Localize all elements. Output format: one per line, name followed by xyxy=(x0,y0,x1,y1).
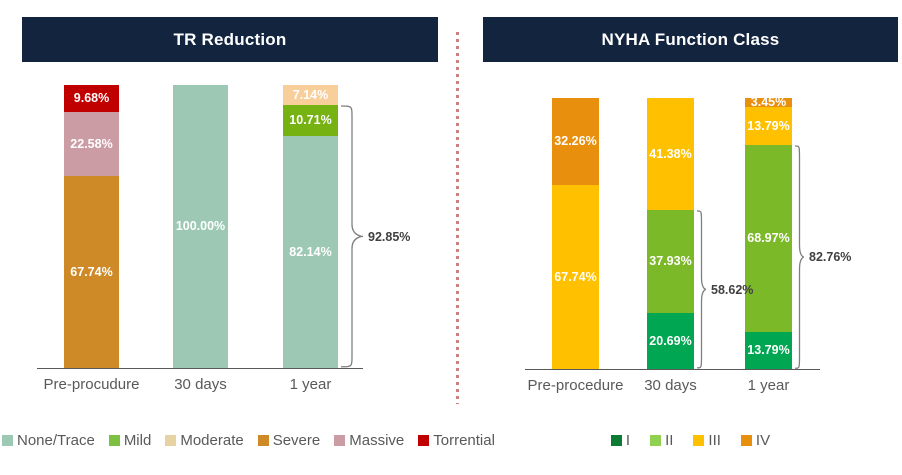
x-axis-label: 1 year xyxy=(289,376,332,393)
bar-segment-massive: 22.58% xyxy=(64,112,119,177)
segment-label: 100.00% xyxy=(175,219,226,234)
bar-segment-mild: 10.71% xyxy=(283,105,338,136)
segment-label: 68.97% xyxy=(747,230,790,245)
bar-segment-iii: 67.74% xyxy=(552,185,599,369)
brace-value-label: 82.76% xyxy=(809,249,852,264)
segment-label: 20.69% xyxy=(649,333,692,348)
legend-swatch-icon xyxy=(165,435,177,446)
segment-label: 37.93% xyxy=(649,254,692,269)
legend-item-i: I xyxy=(610,432,631,449)
legend-label: III xyxy=(708,432,721,449)
legend-label: Severe xyxy=(272,432,321,449)
brace xyxy=(795,145,805,369)
bar-segment-iii: 41.38% xyxy=(647,98,694,211)
segment-label: 41.38% xyxy=(649,146,692,161)
bar-pre-procedure: 67.74% 32.26% xyxy=(552,98,599,369)
x-axis-label: 30 days xyxy=(174,376,227,393)
legend-label: None/Trace xyxy=(17,432,95,449)
x-axis-label: 30 days xyxy=(644,377,697,394)
segment-label: 82.14% xyxy=(289,244,332,259)
legend-swatch-icon xyxy=(740,435,752,446)
segment-label: 22.58% xyxy=(70,137,113,152)
legend-label: Massive xyxy=(349,432,405,449)
x-axis-line xyxy=(525,369,820,370)
x-axis-label: 1 year xyxy=(747,377,790,394)
segment-label: 13.79% xyxy=(747,343,790,358)
legend-label: Mild xyxy=(123,432,152,449)
brace xyxy=(341,105,364,368)
legend-label: IV xyxy=(755,432,771,449)
segment-label: 32.26% xyxy=(554,134,597,149)
segment-label: 67.74% xyxy=(554,269,597,284)
legend-swatch-icon xyxy=(650,435,662,446)
legend-item-mild: Mild xyxy=(108,432,152,449)
tr-reduction-title-bar: TR Reduction xyxy=(22,17,438,62)
bar-segment-ii: 37.93% xyxy=(647,210,694,313)
bar-30-days: 20.69% 37.93% 41.38% xyxy=(647,98,694,369)
legend: I II III IV xyxy=(483,432,898,449)
legend-item-ii: II xyxy=(650,432,673,449)
bar-segment-iv: 32.26% xyxy=(552,98,599,186)
x-axis-line xyxy=(37,368,363,369)
segment-label: 9.68% xyxy=(73,91,110,106)
legend-label: Torrential xyxy=(433,432,495,449)
legend-label: II xyxy=(665,432,674,449)
x-axis-label: Pre-procudure xyxy=(43,376,140,393)
segment-label: 13.79% xyxy=(747,118,790,133)
legend-swatch-icon xyxy=(610,435,622,446)
bar-segment-torrential: 9.68% xyxy=(64,85,119,113)
chart-title: TR Reduction xyxy=(173,29,287,49)
bar-segment-iv: 3.45% xyxy=(745,95,792,110)
brace-value-label: 92.85% xyxy=(368,229,411,244)
bar-segment-moderate: 7.14% xyxy=(283,85,338,106)
bar-segment-ii: 68.97% xyxy=(745,144,792,332)
segment-label: 10.71% xyxy=(289,113,332,128)
bar-pre-procudure: 67.74% 22.58% 9.68% xyxy=(64,85,119,368)
legend-item-torrential: Torrential xyxy=(418,432,495,449)
legend-swatch-icon xyxy=(334,435,346,446)
legend-swatch-icon xyxy=(2,435,13,446)
bar-segment-i: 20.69% xyxy=(647,312,694,369)
bar-segment-none-trace: 100.00% xyxy=(173,85,228,368)
legend-label: Moderate xyxy=(180,432,244,449)
bar-30-days: 100.00% xyxy=(173,85,228,368)
legend-swatch-icon xyxy=(257,435,269,446)
brace xyxy=(697,210,707,369)
bar-segment-none-trace: 82.14% xyxy=(283,135,338,368)
legend-item-iii: III xyxy=(693,432,721,449)
dotted-divider-line xyxy=(456,32,459,404)
legend: None/Trace Mild Moderate Severe Massive Torre… xyxy=(2,432,495,449)
legend-item-moderate: Moderate xyxy=(165,432,244,449)
segment-label: 3.45% xyxy=(750,95,787,110)
bar-segment-i: 13.79% xyxy=(745,331,792,369)
legend-swatch-icon xyxy=(418,435,430,446)
legend-item-none-trace: None/Trace xyxy=(2,432,95,449)
legend-label: I xyxy=(625,432,631,449)
chart-title: NYHA Function Class xyxy=(601,29,780,49)
legend-swatch-icon xyxy=(108,435,120,446)
legend-item-massive: Massive xyxy=(334,432,404,449)
legend-item-severe: Severe xyxy=(257,432,321,449)
legend-item-iv: IV xyxy=(740,432,771,449)
bar-segment-iii: 13.79% xyxy=(745,107,792,145)
legend-swatch-icon xyxy=(693,435,705,446)
segment-label: 67.74% xyxy=(70,264,113,279)
brace-value-label: 58.62% xyxy=(711,282,754,297)
segment-label: 7.14% xyxy=(292,87,329,102)
bar-1-year: 13.79% 68.97% 13.79% 3.45% xyxy=(745,95,792,369)
x-axis-label: Pre-procedure xyxy=(527,377,624,394)
bar-segment-severe: 67.74% xyxy=(64,176,119,368)
nyha-function-class-title-bar: NYHA Function Class xyxy=(483,17,898,62)
bar-1-year: 82.14% 10.71% 7.14% xyxy=(283,85,338,368)
